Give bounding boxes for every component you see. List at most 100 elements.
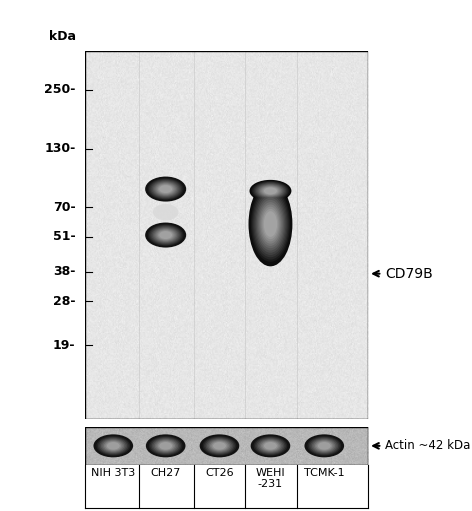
Ellipse shape: [105, 441, 121, 451]
Ellipse shape: [148, 178, 184, 200]
Ellipse shape: [155, 183, 176, 195]
Ellipse shape: [259, 184, 282, 197]
Ellipse shape: [311, 438, 338, 454]
Ellipse shape: [213, 442, 226, 450]
Ellipse shape: [149, 436, 183, 456]
Ellipse shape: [312, 438, 337, 453]
Ellipse shape: [264, 442, 277, 450]
Ellipse shape: [98, 437, 129, 455]
Ellipse shape: [251, 186, 290, 262]
Ellipse shape: [258, 200, 283, 248]
Ellipse shape: [207, 438, 232, 453]
Ellipse shape: [146, 223, 185, 247]
Ellipse shape: [146, 177, 185, 201]
Ellipse shape: [261, 186, 279, 196]
Ellipse shape: [96, 436, 130, 456]
Ellipse shape: [149, 179, 182, 199]
Ellipse shape: [107, 442, 120, 450]
Ellipse shape: [262, 209, 278, 239]
Ellipse shape: [150, 180, 181, 198]
Text: 38-: 38-: [53, 265, 76, 278]
Text: Actin ~42 kDa: Actin ~42 kDa: [385, 439, 471, 452]
Text: kDa: kDa: [49, 31, 76, 43]
Ellipse shape: [155, 439, 177, 452]
Ellipse shape: [264, 211, 277, 237]
Ellipse shape: [210, 440, 229, 451]
Ellipse shape: [209, 439, 230, 452]
Ellipse shape: [315, 440, 334, 451]
Ellipse shape: [153, 181, 178, 197]
Ellipse shape: [157, 183, 175, 195]
Text: 250-: 250-: [44, 83, 76, 96]
Ellipse shape: [252, 189, 289, 260]
Ellipse shape: [150, 226, 181, 244]
Ellipse shape: [251, 180, 290, 201]
Ellipse shape: [159, 442, 172, 450]
Text: CH27: CH27: [151, 468, 181, 478]
Text: CD79B: CD79B: [385, 267, 433, 281]
Ellipse shape: [201, 435, 238, 456]
Ellipse shape: [154, 228, 177, 242]
Ellipse shape: [154, 182, 177, 196]
Text: 51-: 51-: [53, 230, 76, 243]
Ellipse shape: [157, 229, 175, 241]
Ellipse shape: [149, 225, 182, 245]
Ellipse shape: [260, 439, 281, 452]
Ellipse shape: [145, 223, 186, 247]
Ellipse shape: [250, 180, 291, 202]
Ellipse shape: [260, 204, 281, 244]
Text: CT26: CT26: [205, 468, 234, 478]
Ellipse shape: [255, 195, 286, 253]
Ellipse shape: [262, 441, 278, 451]
Ellipse shape: [253, 436, 287, 456]
Ellipse shape: [152, 226, 180, 244]
Ellipse shape: [253, 182, 287, 200]
Ellipse shape: [204, 437, 235, 455]
Ellipse shape: [257, 184, 284, 198]
Ellipse shape: [150, 437, 181, 455]
Text: 130-: 130-: [44, 142, 76, 155]
Ellipse shape: [159, 231, 172, 239]
Ellipse shape: [250, 184, 291, 264]
Ellipse shape: [152, 438, 179, 454]
Ellipse shape: [307, 436, 341, 456]
Ellipse shape: [206, 438, 233, 454]
Ellipse shape: [309, 437, 340, 455]
Ellipse shape: [255, 437, 286, 455]
Text: NIH 3T3: NIH 3T3: [91, 468, 135, 478]
Ellipse shape: [316, 441, 332, 451]
Ellipse shape: [253, 191, 288, 257]
Text: 28-: 28-: [53, 295, 76, 308]
Ellipse shape: [148, 224, 184, 246]
Ellipse shape: [259, 202, 282, 246]
Ellipse shape: [306, 435, 343, 456]
Ellipse shape: [147, 435, 184, 456]
Ellipse shape: [158, 184, 173, 194]
Ellipse shape: [153, 438, 178, 453]
Ellipse shape: [252, 181, 289, 201]
Ellipse shape: [152, 180, 180, 198]
Ellipse shape: [104, 440, 123, 451]
Ellipse shape: [260, 185, 281, 196]
Ellipse shape: [155, 229, 176, 241]
Ellipse shape: [158, 441, 174, 451]
Ellipse shape: [261, 206, 279, 241]
Ellipse shape: [257, 198, 284, 250]
Ellipse shape: [158, 230, 173, 240]
Text: WEHI
-231: WEHI -231: [256, 468, 285, 489]
Ellipse shape: [159, 185, 172, 193]
Ellipse shape: [156, 440, 175, 451]
Ellipse shape: [313, 439, 335, 452]
Ellipse shape: [304, 434, 344, 457]
Ellipse shape: [261, 440, 280, 451]
Ellipse shape: [153, 204, 178, 221]
Text: 19-: 19-: [53, 339, 76, 352]
Ellipse shape: [264, 188, 277, 194]
Text: 70-: 70-: [53, 201, 76, 214]
Ellipse shape: [200, 434, 239, 457]
Ellipse shape: [153, 227, 178, 243]
Ellipse shape: [262, 187, 278, 195]
Ellipse shape: [255, 182, 286, 199]
Ellipse shape: [248, 182, 292, 266]
Ellipse shape: [251, 434, 290, 457]
